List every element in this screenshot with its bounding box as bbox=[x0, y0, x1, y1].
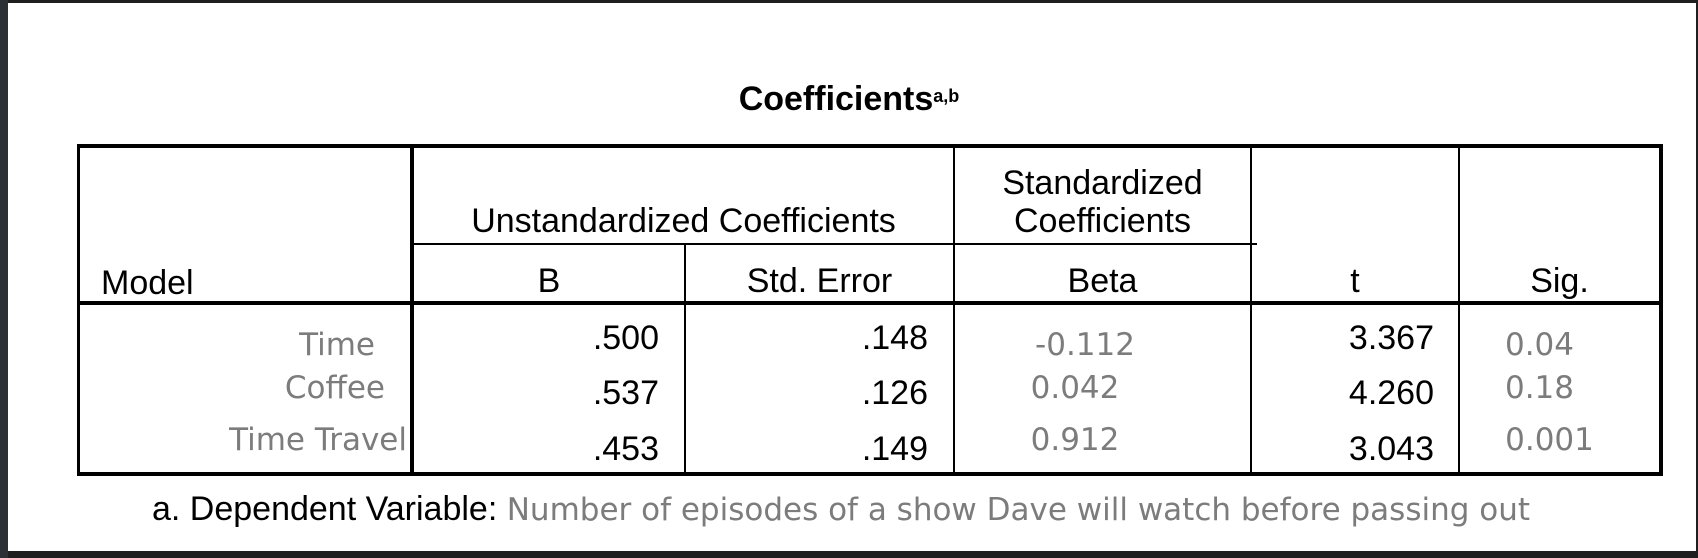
table-title: Coefficientsa,b bbox=[0, 80, 1698, 119]
row-label-time: Time bbox=[299, 327, 375, 363]
header-std-error: Std. Error bbox=[746, 262, 893, 300]
header-model: Model bbox=[101, 264, 194, 302]
cell-b-coffee: .537 bbox=[592, 374, 659, 412]
col-rule-t bbox=[1458, 144, 1460, 476]
cell-beta-time-travel: 0.912 bbox=[1030, 422, 1120, 458]
cell-b-time-travel: .453 bbox=[592, 430, 659, 468]
footnote-text: Number of episodes of a show Dave will w… bbox=[506, 492, 1531, 528]
cell-beta-time: -0.112 bbox=[1035, 327, 1135, 363]
header-sig: Sig. bbox=[1530, 262, 1589, 300]
header-b: B bbox=[537, 262, 561, 300]
col-rule-b bbox=[684, 243, 686, 476]
cell-t-time-travel: 3.043 bbox=[1348, 430, 1434, 468]
header-standardized-line2: Coefficients bbox=[1013, 202, 1192, 240]
cell-b-time: .500 bbox=[592, 319, 659, 357]
cell-t-coffee: 4.260 bbox=[1348, 374, 1434, 412]
cell-sig-time: 0.04 bbox=[1504, 327, 1575, 363]
table-border-left bbox=[77, 144, 80, 476]
header-beta: Beta bbox=[1067, 262, 1138, 300]
col-rule-model bbox=[410, 144, 414, 476]
header-t: t bbox=[1350, 262, 1360, 300]
title-superscript: a,b bbox=[933, 86, 960, 106]
table-border-top bbox=[77, 144, 1663, 148]
coefficients-table: Model Unstandardized Coefficients Standa… bbox=[77, 144, 1663, 476]
window-edge bbox=[0, 0, 8, 558]
table-border-bottom bbox=[77, 472, 1663, 476]
col-rule-stderr bbox=[953, 144, 955, 476]
subheader-rule bbox=[412, 243, 1257, 245]
document-sheet bbox=[8, 3, 1696, 551]
footnote-prefix: a. Dependent Variable: bbox=[152, 490, 498, 528]
row-label-time-travel: Time Travel bbox=[229, 422, 407, 458]
footnote: a. Dependent Variable: Number of episode… bbox=[152, 490, 1530, 529]
col-rule-beta bbox=[1250, 144, 1252, 476]
cell-stderr-time-travel: .149 bbox=[861, 430, 928, 468]
table-border-right bbox=[1659, 144, 1663, 476]
cell-sig-coffee: 0.18 bbox=[1504, 370, 1575, 406]
title-text: Coefficients bbox=[738, 80, 934, 118]
row-label-coffee: Coffee bbox=[284, 370, 385, 406]
header-standardized-line1: Standardized bbox=[1002, 164, 1203, 202]
cell-stderr-coffee: .126 bbox=[861, 374, 928, 412]
header-unstandardized: Unstandardized Coefficients bbox=[471, 202, 896, 240]
header-rule bbox=[77, 301, 1663, 305]
cell-stderr-time: .148 bbox=[861, 319, 928, 357]
cell-beta-coffee: 0.042 bbox=[1030, 370, 1120, 406]
cell-t-time: 3.367 bbox=[1348, 319, 1434, 357]
cell-sig-time-travel: 0.001 bbox=[1505, 422, 1594, 458]
